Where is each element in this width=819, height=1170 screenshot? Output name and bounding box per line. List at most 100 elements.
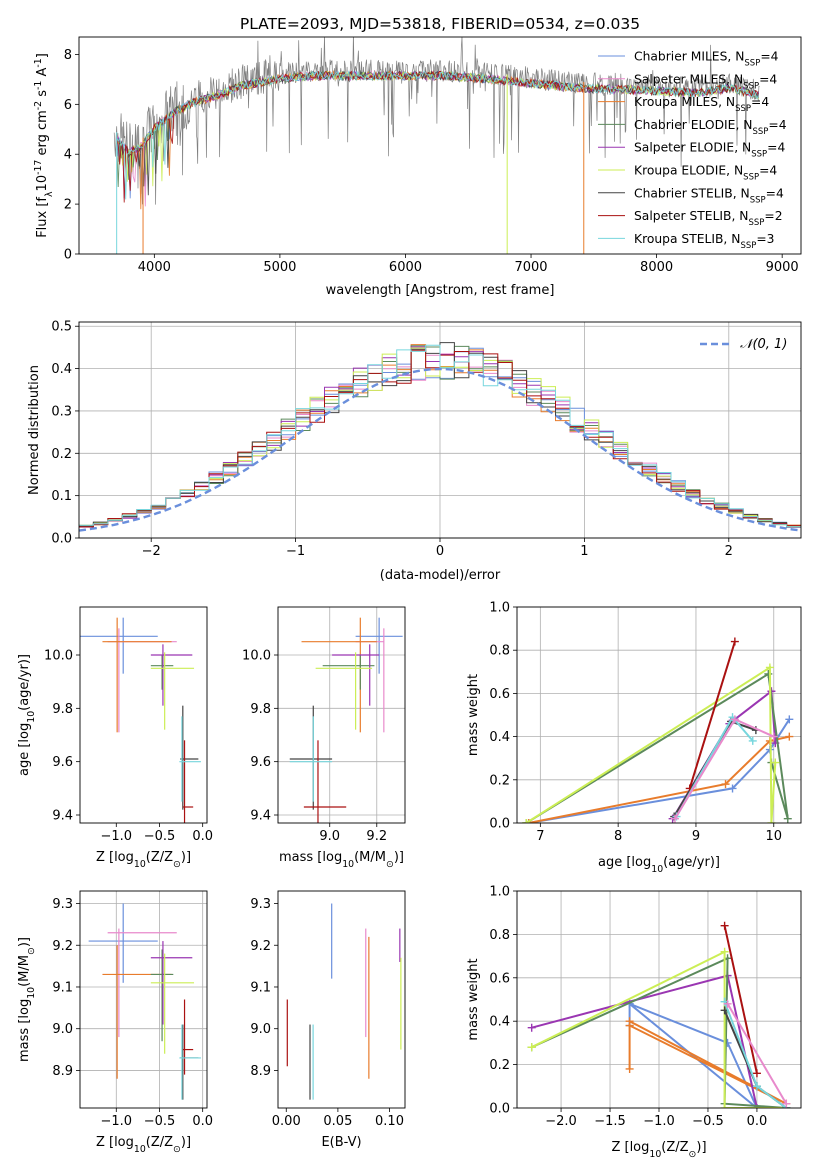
label-part: ⊙: [173, 1144, 181, 1155]
y-tick-label: 0.2: [489, 773, 510, 788]
age_vs_Z-y-label: age [log10(age/yr)]: [17, 654, 37, 776]
label-part: -17: [33, 160, 44, 175]
y-tick-label: 0.6: [489, 687, 510, 702]
legend-label: Salpeter ELODIE, N: [634, 141, 751, 155]
age_vs_Z-points: [80, 617, 201, 823]
y-tick-label: 9.4: [52, 809, 73, 824]
y-tick-label: 9.0: [250, 1022, 271, 1037]
spectrum-lines: [113, 37, 760, 254]
label-part: -1: [33, 81, 44, 90]
x-tick-label: −1.5: [594, 1114, 626, 1129]
label-part: erg cm: [35, 110, 50, 159]
x-tick-label: 8000: [640, 260, 673, 275]
chabrier_stelib-line: [673, 720, 757, 818]
x-tick-label: 5000: [263, 260, 296, 275]
age_vs_mass-points: [289, 617, 403, 823]
x-tick-label: −0.5: [692, 1114, 724, 1129]
label-part: ⊙: [26, 947, 37, 955]
x-tick-label: −0.5: [144, 829, 176, 844]
normal-reference-curve: [79, 367, 799, 532]
x-tick-label: 9.0: [319, 829, 340, 844]
x-tick-label: 0.0: [747, 1114, 768, 1129]
legend-label: Chabrier ELODIE, N: [634, 118, 752, 132]
weight_vs_age-axes: 7 8 9 10 0.0 0.2 0.4 0.6 0.8 1.0: [489, 601, 801, 844]
x-tick-label: 9: [692, 829, 700, 844]
histograms: [79, 342, 801, 532]
salpeter_miles-line: [726, 1003, 788, 1105]
label-part: Z [log: [611, 1140, 649, 1155]
salpeter_miles-marker: [670, 814, 679, 823]
x-tick-label: 0.0: [192, 829, 213, 844]
kroupa_stelib-marker: [748, 736, 757, 745]
x-tick-label: 0.0: [192, 1114, 213, 1129]
y-tick-label: 9.1: [52, 980, 73, 995]
salpeter_elodie-line: [671, 689, 777, 820]
y-tick-label: 9.8: [250, 702, 271, 717]
x-tick-label: 10: [765, 829, 782, 844]
chabrier_miles-marker: [728, 784, 737, 793]
legend-sub: SSP: [743, 81, 759, 91]
y-tick-label: 10.0: [44, 649, 73, 664]
legend-tail: =4: [751, 95, 769, 109]
x-tick-label: 1: [580, 544, 588, 559]
salpeter_stelib-line: [723, 925, 758, 1074]
label-part: 10: [651, 864, 663, 875]
weight_vs_Z-frame: [516, 890, 802, 1109]
label-part: Z [log: [96, 850, 134, 865]
y-tick-label: 9.4: [250, 809, 271, 824]
mass_vs_Z-axes: −1.0 −0.5 0.0 8.9 9.0 9.1 9.2 9.3: [52, 891, 213, 1129]
label-part: )]: [17, 937, 32, 947]
y-tick-label: 1.0: [489, 885, 510, 900]
legend-sub: SSP: [752, 127, 768, 137]
y-tick-label: 9.2: [52, 939, 73, 954]
x-tick-label: −2.0: [545, 1114, 577, 1129]
legend-sub: SSP: [740, 241, 756, 251]
y-tick-label: 9.6: [250, 755, 271, 770]
y-tick-label: 9.1: [250, 980, 271, 995]
residual-y-label: Normed distribution: [27, 365, 42, 495]
label-part: (age/yr)]: [17, 654, 32, 711]
residual-x-label: (data-model)/error: [380, 568, 501, 583]
weight_vs_age-series: [522, 637, 794, 823]
mass_vs_EBV-axes: 0.00 0.05 0.10 8.9 9.0 9.1 9.2 9.3: [250, 897, 404, 1129]
mass_vs_Z-points: [88, 903, 201, 1100]
legend-label: Kroupa STELIB, N: [634, 232, 740, 246]
kroupa_miles-marker: [785, 732, 794, 741]
legend-sub: SSP: [743, 173, 759, 183]
y-tick-label: 9.6: [52, 755, 73, 770]
kroupa_elodie-marker: [720, 947, 729, 956]
label-part: λ: [44, 191, 55, 197]
spectrum-axes: 4000 5000 6000 7000 8000 9000 0 2 4 6 8: [64, 48, 799, 275]
label-part: -1: [33, 58, 44, 67]
salpeter_stelib-marker: [720, 921, 729, 930]
legend-tail: =3: [756, 232, 774, 246]
salpeter_stelib-model-spectrum: [116, 70, 760, 203]
label-part: A: [35, 68, 50, 81]
y-tick-label: 9.8: [52, 702, 73, 717]
kroupa_elodie-marker: [767, 819, 776, 823]
x-tick-label: −2: [142, 544, 161, 559]
x-tick-label: −1.0: [100, 1114, 132, 1129]
y-tick-label: 0.0: [51, 532, 72, 547]
kroupa_elodie-marker: [522, 819, 531, 823]
salpeter_miles-marker: [782, 1099, 791, 1108]
mass_vs_Z-y-label: mass [log10(M/M⊙)]: [17, 937, 37, 1062]
y-tick-label: 0.2: [489, 1058, 510, 1073]
label-part: (M/M: [354, 850, 386, 865]
spectrum-y-label: Flux [fλ10-17 erg cm-2 s-1 A-1]: [33, 53, 55, 238]
label-part: -2: [33, 101, 44, 110]
mass_vs_EBV-x-label: E(B-V): [321, 1135, 361, 1150]
x-tick-label: −1.0: [100, 829, 132, 844]
age_vs_mass-x-label: mass [log10(M/M⊙)]: [279, 850, 404, 870]
kroupa_elodie-marker: [527, 1043, 536, 1052]
y-tick-label: 4: [64, 148, 72, 163]
label-part: age [log: [598, 855, 651, 870]
y-tick-label: 0.2: [51, 447, 72, 462]
x-tick-label: 2: [725, 544, 733, 559]
legend-label: Salpeter STELIB, N: [634, 209, 749, 223]
legend-entry: Salpeter STELIB, NSSP=2: [634, 209, 783, 228]
legend-entry: Kroupa STELIB, NSSP=3: [634, 232, 775, 251]
label-part: 10: [134, 1144, 146, 1155]
